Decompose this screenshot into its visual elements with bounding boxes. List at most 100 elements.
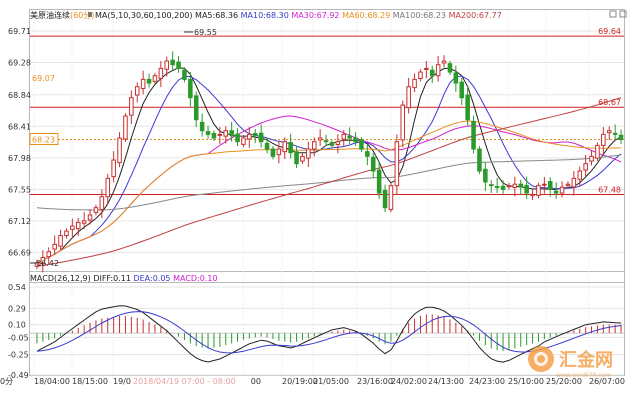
chart-frame — [29, 9, 625, 376]
candle-body — [559, 186, 565, 194]
macd-tick-label: -0.25 — [8, 350, 29, 359]
candle-body — [542, 183, 547, 186]
candle-body — [140, 78, 146, 89]
candle-body — [252, 132, 258, 137]
price-tick-label: 68.41 — [8, 122, 31, 131]
grid-lines — [30, 10, 624, 376]
candle-body — [264, 142, 270, 150]
time-tick-label: 18/15:00 — [72, 377, 108, 386]
ma-value-2: MA30:67.92 — [291, 11, 342, 20]
candle-body — [75, 221, 81, 230]
ma-value-0: MA5:68.36 — [195, 11, 241, 20]
candle-body — [164, 60, 170, 70]
period-label: (60分) — [70, 11, 94, 20]
price-tick-label: 69.71 — [8, 27, 31, 36]
dea-line — [36, 311, 622, 354]
macd-lines — [36, 305, 622, 363]
candle-body — [93, 207, 99, 213]
left-overlay-label: 68.23 — [32, 136, 55, 145]
price-tick-label: 67.55 — [8, 185, 31, 194]
candle-body — [81, 220, 87, 224]
ma-value-4: MA100:68.23 — [393, 11, 449, 20]
candle-body — [441, 60, 447, 64]
candle-body — [406, 86, 411, 109]
candle-body — [612, 132, 618, 135]
candle-body — [370, 156, 376, 172]
candle-body — [188, 78, 193, 99]
macd-tick-label: 0.10 — [8, 321, 26, 330]
candle-body — [317, 137, 323, 141]
watermark-brand: 汇金网 — [559, 349, 613, 371]
ma200-line — [36, 97, 622, 267]
candle-body — [329, 142, 335, 146]
candle-body — [465, 94, 470, 121]
candle-body — [311, 141, 317, 150]
candle-body — [199, 121, 205, 132]
candle-body — [158, 67, 164, 79]
candle-body — [483, 168, 488, 183]
ma-header: MA(5,10,30,60,100,200) MA5:68.36 MA10:68… — [95, 11, 502, 20]
time-tick-label: 20/19:00 — [282, 377, 318, 386]
candle-body — [453, 72, 459, 84]
candle-body — [412, 78, 417, 89]
candle-body — [589, 155, 594, 162]
candle-body — [553, 190, 559, 194]
candle-body — [571, 177, 577, 188]
candle-body — [64, 230, 69, 237]
candle-body — [618, 134, 624, 141]
ma-params: MA(5,10,30,60,100,200) — [95, 11, 195, 20]
candle-body — [530, 193, 535, 197]
candle-body — [217, 133, 223, 136]
candle-body — [429, 69, 435, 77]
header-title: 美原油连续(60分) — [30, 10, 94, 20]
macd-params: MACD(26,12,9) — [30, 274, 93, 283]
candle-body — [418, 71, 423, 80]
candle-body — [565, 183, 571, 186]
time-tick-label: 21/05:00 — [313, 377, 349, 386]
candle-body — [282, 141, 288, 153]
candle-body — [400, 104, 406, 141]
candle-body — [536, 185, 541, 196]
candle-body — [170, 59, 175, 66]
candle-body — [152, 75, 158, 82]
time-tick-label: 26/07:00 — [589, 377, 625, 386]
candle-body — [595, 144, 600, 159]
candle-body — [247, 133, 252, 140]
candle-body — [382, 189, 388, 209]
candle-body — [365, 151, 370, 157]
high-annotation: 69.55 — [184, 28, 217, 37]
candle-body — [601, 133, 606, 146]
candle-body — [512, 183, 518, 188]
candle-body — [300, 155, 305, 162]
ma10-line — [36, 75, 622, 264]
macd-tick-label: 0.29 — [8, 304, 26, 313]
candle-body — [488, 184, 494, 187]
watermark-site: www.gold678.com — [556, 372, 611, 379]
price-tick-label: 66.69 — [8, 248, 31, 257]
candle-body — [518, 183, 524, 188]
maximize-icon[interactable] — [619, 10, 627, 18]
time-tick-label: 24/02:00 — [391, 377, 427, 386]
low-annotation: 66.42 — [30, 259, 59, 268]
hline-label: 67.48 — [598, 185, 621, 194]
time-tick-label: 24/23:00 — [469, 377, 505, 386]
candle-body — [270, 148, 276, 157]
candle-body — [323, 140, 329, 143]
time-tick-label: 18/04:00 — [34, 377, 70, 386]
candle-body — [459, 81, 465, 99]
window-icons[interactable] — [609, 10, 627, 18]
candle-body — [205, 131, 211, 135]
candle-body — [347, 135, 352, 139]
candle-body — [182, 69, 187, 80]
horizontal-lines — [30, 35, 624, 195]
candle-body — [394, 141, 400, 187]
candle-body — [306, 148, 311, 159]
candle-body — [70, 225, 75, 230]
time-tick-label: 9:00 — [243, 377, 261, 386]
hline-label: 68.67 — [598, 98, 621, 107]
settings-icon[interactable] — [609, 10, 617, 18]
candle-body — [435, 64, 441, 77]
price-tick-label: 68.84 — [8, 91, 31, 100]
candle-body — [46, 251, 52, 258]
